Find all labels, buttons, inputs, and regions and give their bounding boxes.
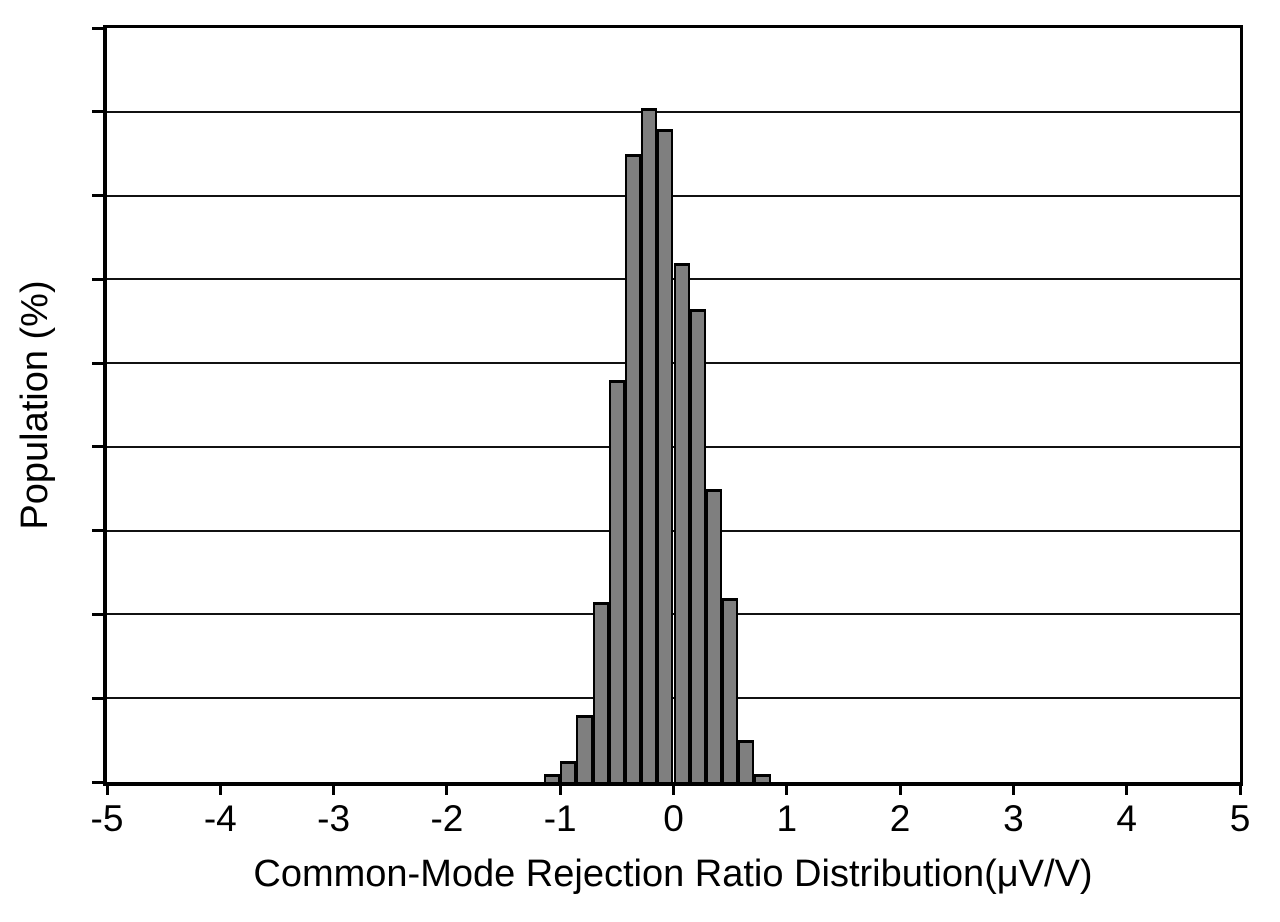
y-axis-tick <box>92 361 104 365</box>
x-axis-tick <box>1011 782 1015 795</box>
histogram-bar <box>641 107 658 782</box>
x-axis-tick-label: -2 <box>430 798 464 839</box>
x-axis-label: Common-Mode Rejection Ratio Distribution… <box>253 853 1093 895</box>
y-axis-tick <box>92 529 104 533</box>
histogram-bar <box>624 153 642 782</box>
y-axis-tick <box>92 696 104 700</box>
x-axis-tick <box>1125 782 1129 795</box>
x-axis-tick-label: -5 <box>90 798 124 839</box>
histogram-bar <box>576 714 593 782</box>
y-axis-tick <box>92 110 104 114</box>
histogram-bar <box>608 379 625 782</box>
histogram-bar <box>705 488 723 782</box>
histogram-bar <box>754 773 771 782</box>
x-axis-tick-label: -3 <box>317 798 351 839</box>
histogram-bar <box>673 262 690 782</box>
histogram-bar <box>592 601 609 782</box>
histogram-bar <box>738 740 755 782</box>
gridline <box>107 194 1240 197</box>
y-axis-label: Population (%) <box>14 280 56 530</box>
histogram-bar <box>657 128 674 782</box>
x-axis-tick-label: -4 <box>203 798 237 839</box>
x-axis-tick <box>105 782 109 795</box>
x-axis-tick <box>785 782 789 795</box>
y-axis-tick <box>92 612 104 616</box>
y-axis-tick <box>92 277 104 281</box>
y-axis-tick <box>92 26 104 30</box>
x-axis-tick <box>332 782 336 795</box>
x-axis-tick <box>218 782 222 795</box>
x-axis-tick-label: 5 <box>1229 798 1251 839</box>
x-axis-tick-label: 2 <box>889 798 911 839</box>
histogram-bar <box>560 761 577 782</box>
x-axis-tick <box>672 782 675 795</box>
x-axis-tick <box>1238 782 1242 795</box>
y-axis-tick <box>92 445 104 449</box>
y-axis-tick <box>92 780 104 784</box>
histogram-bar <box>689 308 706 782</box>
x-axis-tick <box>898 782 902 795</box>
x-axis-tick-label: -1 <box>543 798 577 839</box>
x-axis-tick <box>558 782 562 795</box>
x-axis-tick <box>445 782 449 795</box>
histogram-bar <box>722 597 739 782</box>
y-axis-tick <box>92 194 104 198</box>
x-axis-tick-label: 1 <box>776 798 798 839</box>
gridline <box>107 110 1240 113</box>
x-axis-tick-label: 3 <box>1003 798 1024 839</box>
plot-area: -5 -4 -3 -2 -1 0 1 2 3 4 5 <box>91 25 1250 839</box>
x-axis-tick-label: 0 <box>663 798 684 839</box>
x-axis-tick-label: 4 <box>1116 798 1137 839</box>
histogram-bar <box>543 773 561 782</box>
